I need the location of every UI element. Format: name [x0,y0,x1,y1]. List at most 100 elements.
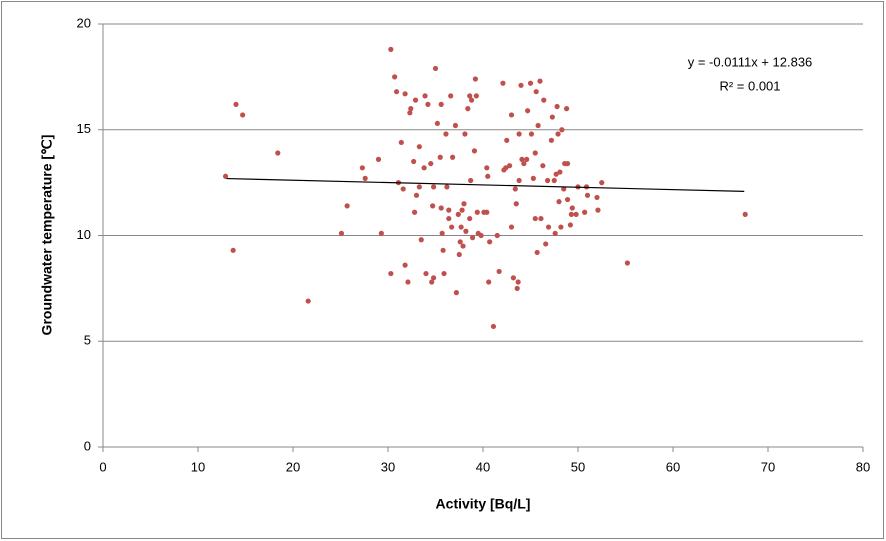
scatter-point [359,165,365,171]
scatter-point [388,270,394,277]
scatter-point [230,247,236,253]
trend-r-squared: R² = 0.001 [719,78,780,93]
scatter-point [425,101,431,107]
scatter-point [449,224,455,230]
scatter-point [564,106,570,112]
scatter-point [471,148,478,154]
scatter-point [431,275,437,281]
y-axis-title: Groundwater temperature [℃] [39,135,55,336]
scatter-point [443,131,449,137]
scatter-point [462,131,468,137]
scatter-point [533,89,539,95]
scatter-point [434,120,440,127]
scatter-point [432,65,439,72]
scatter-point [233,101,239,107]
scatter-point [446,215,452,222]
scatter-point [528,131,535,137]
scatter-point [474,209,480,215]
scatter-point [525,108,531,114]
scatter-point [478,232,484,239]
scatter-point [398,139,404,146]
scatter-point [538,215,544,222]
scatter-point [444,184,450,190]
scatter-point [561,186,567,192]
scatter-point [418,237,424,243]
scatter-point [519,156,525,162]
x-tick-label: 40 [476,459,490,474]
scatter-point [504,137,510,143]
scatter-point [548,137,555,143]
scatter-point [532,215,538,222]
scatter-point [467,93,473,99]
scatter-point [487,239,493,245]
scatter-point [508,112,515,118]
scatter-point [557,169,563,175]
scatter-point [402,91,408,97]
scatter-point [453,290,459,296]
scatter-point [465,106,471,112]
scatter-point [503,165,509,171]
scatter-point [558,224,564,230]
scatter-point [439,230,445,236]
x-tick-label: 70 [761,459,775,474]
scatter-point [457,239,463,245]
y-tick-label: 0 [84,438,91,453]
scatter-point [438,101,444,107]
scatter-point [500,80,506,86]
scatter-point [507,163,513,169]
scatter-point [416,184,422,190]
y-tick-label: 10 [77,227,91,242]
scatter-point [421,165,427,171]
scatter-point [485,173,491,179]
scatter-point [524,156,530,162]
scatter-point [494,232,500,239]
scatter-point [458,224,464,230]
scatter-point [430,203,436,209]
scatter-point [459,207,465,213]
scatter-point [407,110,413,116]
scatter-point [521,160,527,167]
scatter-point [530,175,536,181]
scatter-point [456,251,462,258]
scatter-point [472,76,478,82]
x-axis-title: Activity [Bq/L] [436,496,531,512]
scatter-point [429,279,435,285]
scatter-point [552,230,558,236]
x-tick-label: 10 [191,459,205,474]
scatter-point [555,131,561,137]
y-tick-label: 20 [77,15,91,30]
scatter-point [441,270,447,277]
scatter-point [567,222,574,228]
scatter-point [599,180,605,186]
scatter-point [569,205,575,211]
x-tick-label: 30 [381,459,395,474]
scatter-point [473,93,479,99]
scatter-point [402,262,408,268]
scatter-point [463,228,469,234]
x-tick-label: 0 [99,459,106,474]
scatter-point [469,235,476,241]
scatter-point [412,97,419,103]
scatter-point [594,194,600,201]
scatter-point [344,203,350,209]
scatter-point [486,279,492,285]
scatter-point [742,211,748,217]
scatter-point [514,285,520,291]
scatter-point [416,144,422,150]
scatter-point [378,230,384,236]
scatter-point [305,298,311,304]
scatter-point [393,89,400,95]
scatter-point [461,201,467,207]
scatter-point [556,199,562,205]
scatter-point [584,192,591,198]
scatter-point [408,106,414,112]
trend-equation: y = -0.0111x + 12.836 [688,54,813,69]
scatter-point [450,154,456,160]
scatter-point [423,270,429,277]
scatter-point [431,184,437,190]
scatter-point [446,207,452,213]
scatter-point [460,243,466,249]
scatter-point [549,114,555,120]
